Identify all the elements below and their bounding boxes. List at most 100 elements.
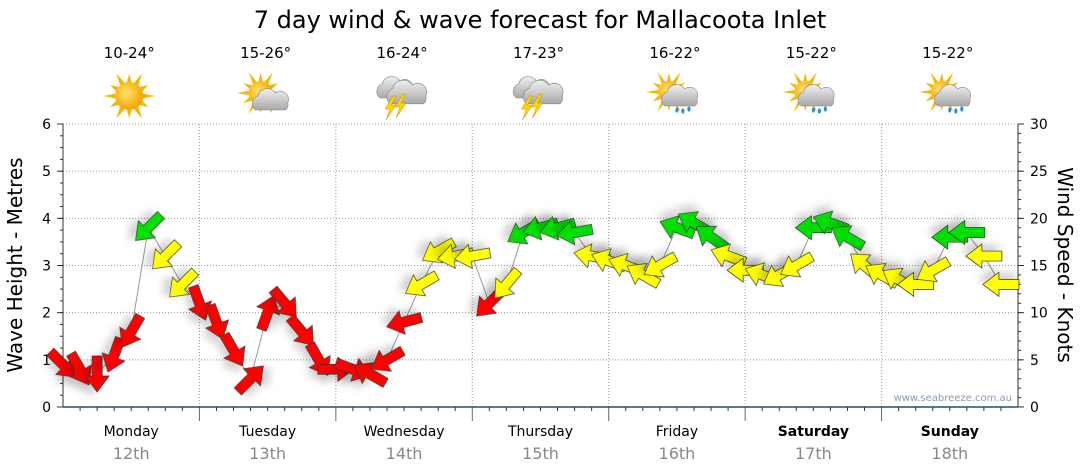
wind-arrow bbox=[982, 271, 1020, 298]
wind-arrow bbox=[285, 314, 314, 346]
cloud bbox=[252, 88, 289, 111]
day-label: Wednesday bbox=[364, 424, 445, 440]
sun-ray bbox=[103, 93, 116, 99]
sun-ray bbox=[930, 72, 939, 84]
temperature-label: 17-23° bbox=[513, 44, 564, 62]
cloud bbox=[934, 84, 971, 107]
sun-ray bbox=[782, 90, 795, 94]
right-tick-label: 0 bbox=[1030, 400, 1039, 416]
sun-ray bbox=[945, 72, 954, 84]
rain-drop bbox=[681, 108, 685, 114]
thunderstorm-icon bbox=[376, 76, 427, 121]
sun-ray bbox=[672, 72, 681, 84]
left-tick-label: 1 bbox=[42, 353, 51, 369]
right-axis-label: Wind Speed - Knots bbox=[1053, 167, 1077, 363]
sun-ray bbox=[788, 95, 797, 102]
wind-arrow bbox=[304, 341, 331, 376]
weather-icons: 10-24° 15-26° 16-24° 17-23° 16-22° 15-22° 15-2… bbox=[103, 44, 973, 121]
sun-showers-icon bbox=[645, 72, 699, 114]
sun-ray bbox=[243, 83, 252, 89]
rain-drop bbox=[948, 107, 952, 113]
date-label: 12th bbox=[113, 444, 150, 463]
rain-drop bbox=[823, 106, 827, 112]
day-label: Thursday bbox=[507, 424, 573, 440]
right-tick-label: 10 bbox=[1030, 306, 1048, 322]
sun-ray bbox=[918, 90, 931, 94]
wind-arrow bbox=[219, 331, 246, 367]
sun-ray bbox=[133, 106, 143, 119]
date-label: 15th bbox=[522, 444, 559, 463]
wind-arrow bbox=[268, 285, 297, 318]
day-label: Friday bbox=[656, 424, 698, 440]
wind-arrow bbox=[101, 336, 126, 373]
day-label: Tuesday bbox=[238, 424, 296, 440]
wind-arrow bbox=[46, 347, 77, 378]
sun-ray bbox=[142, 93, 156, 99]
sun-showers-icon bbox=[918, 72, 971, 114]
cloud-shape bbox=[386, 79, 427, 105]
cloud-shape bbox=[252, 88, 289, 111]
wind-arrow bbox=[188, 284, 212, 321]
wind-arrow bbox=[119, 312, 146, 348]
wind-arrow bbox=[353, 362, 389, 388]
temperature-label: 15-22° bbox=[922, 44, 973, 62]
sun-ray bbox=[236, 90, 249, 96]
temperature-label: 10-24° bbox=[104, 44, 155, 62]
sun-disc bbox=[115, 82, 144, 110]
day-label: Monday bbox=[104, 424, 159, 440]
cloud bbox=[523, 79, 564, 105]
wind-arrow bbox=[233, 365, 264, 396]
sun-ray bbox=[803, 73, 808, 82]
lightning-bolt bbox=[531, 93, 543, 119]
right-tick-label: 20 bbox=[1030, 211, 1048, 227]
wind-arrow bbox=[831, 225, 867, 252]
watermark: www.seabreeze.com.au bbox=[894, 393, 1012, 404]
rain-drop bbox=[954, 108, 958, 114]
wind-arrow bbox=[556, 220, 594, 246]
wind-arrow bbox=[386, 310, 424, 335]
left-tick-label: 0 bbox=[42, 400, 51, 416]
wind-arrow bbox=[256, 295, 281, 332]
wind-arrow bbox=[405, 270, 440, 297]
lightning-bolt bbox=[394, 93, 407, 119]
sun-ray bbox=[258, 73, 263, 82]
sun-ray bbox=[939, 73, 944, 82]
sun-showers-icon bbox=[782, 72, 835, 114]
sun-ray bbox=[925, 82, 934, 89]
axes: 0 1 2 3 4 5 6 0 5 10 15 20 25 30 Monday 12th Tuesday 13th… bbox=[42, 117, 1048, 463]
left-axis-label: Wave Height - Metres bbox=[3, 157, 27, 372]
left-tick-label: 2 bbox=[42, 306, 51, 322]
cloud-shape bbox=[934, 84, 971, 107]
temperature-label: 15-22° bbox=[786, 44, 837, 62]
cloud bbox=[386, 79, 427, 105]
day-label: Sunday bbox=[921, 424, 979, 440]
wind-arrow bbox=[539, 215, 577, 241]
wind-arrow bbox=[965, 243, 1003, 269]
wind-arrow bbox=[169, 267, 200, 298]
sun-ray bbox=[657, 72, 666, 84]
wind-arrow bbox=[453, 243, 492, 269]
sun-ray bbox=[809, 72, 817, 84]
sun-ray bbox=[110, 100, 119, 107]
lightning-bolt bbox=[521, 95, 533, 121]
sun-ray bbox=[243, 97, 252, 103]
grid-lines bbox=[63, 123, 1018, 407]
wind-arrow bbox=[710, 243, 748, 268]
sun-ray bbox=[126, 74, 132, 83]
date-label: 13th bbox=[249, 444, 286, 463]
rain-drop bbox=[817, 108, 821, 114]
cloud bbox=[661, 84, 699, 107]
rain-drop bbox=[675, 107, 679, 113]
sun-ray bbox=[139, 85, 149, 92]
sun-ray bbox=[652, 95, 661, 102]
wind-arrow bbox=[916, 256, 952, 283]
left-tick-label: 3 bbox=[42, 259, 51, 275]
wind-arrow bbox=[780, 251, 815, 278]
sun-ray bbox=[269, 83, 278, 89]
right-tick-label: 15 bbox=[1030, 259, 1048, 275]
wind-arrow bbox=[205, 303, 229, 340]
sun-ray bbox=[645, 90, 659, 94]
sun-ray bbox=[793, 72, 802, 84]
sun-ray bbox=[788, 82, 797, 89]
